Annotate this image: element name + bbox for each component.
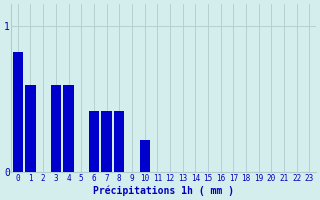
Bar (13, 52, 23, 172)
Bar (89, 111, 99, 172)
Bar (25, 85, 36, 172)
Bar (101, 111, 112, 172)
Bar (114, 111, 124, 172)
Bar (140, 140, 150, 172)
Bar (63, 85, 74, 172)
Bar (51, 85, 61, 172)
X-axis label: Précipitations 1h ( mm ): Précipitations 1h ( mm ) (93, 185, 234, 196)
